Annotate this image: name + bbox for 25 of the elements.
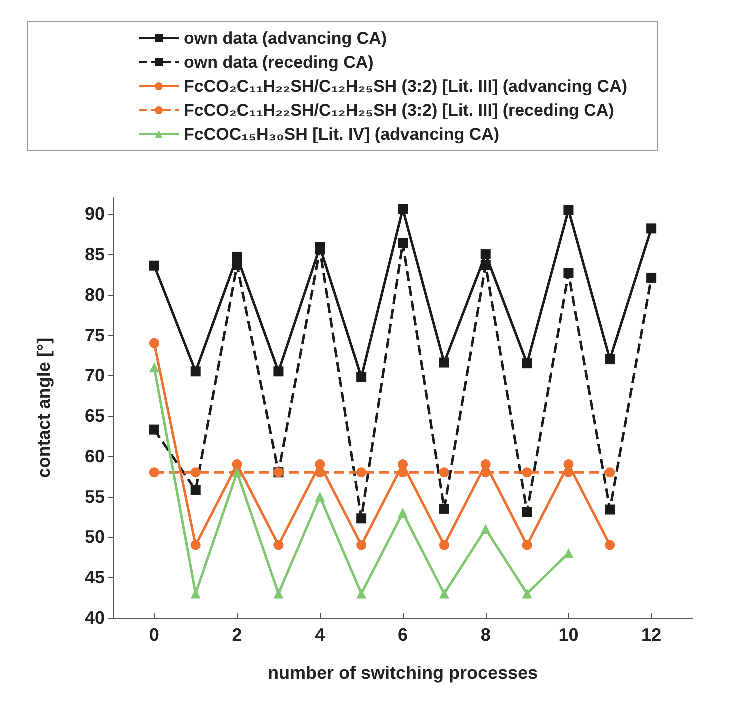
y-tick-label: 45 — [84, 568, 105, 588]
y-axis-title: contact angle [°] — [34, 338, 54, 478]
legend-label: FcCOC₁₅H₃₀SH [Lit. IV] (advancing CA) — [184, 125, 500, 144]
legend-label: own data (receding CA) — [184, 53, 374, 72]
x-tick-label: 2 — [232, 625, 242, 645]
y-tick-label: 70 — [84, 366, 105, 386]
x-tick-label: 8 — [480, 625, 491, 645]
y-tick-label: 55 — [84, 486, 105, 507]
y-tick-label: 75 — [84, 325, 105, 346]
y-tick-label: 50 — [84, 527, 105, 548]
y-tick-label: 85 — [84, 244, 105, 265]
legend-label: own data (advancing CA) — [184, 29, 388, 48]
x-tick-label: 6 — [398, 625, 408, 645]
y-tick-label: 80 — [84, 284, 105, 305]
legend-label: FcCO₂C₁₁H₂₂SH/C₁₂H₂₅SH (3:2) [Lit. III] (receding CA) — [184, 101, 614, 120]
y-tick-label: 65 — [84, 406, 105, 426]
x-tick-label: 10 — [558, 625, 579, 645]
x-axis-title: number of switching processes — [268, 663, 538, 683]
x-tick-label: 0 — [149, 625, 160, 645]
y-tick-label: 90 — [84, 204, 105, 224]
x-tick-label: 4 — [315, 625, 326, 645]
legend-label: FcCO₂C₁₁H₂₂SH/C₁₂H₂₅SH (3:2) [Lit. III] (advancing CA) — [184, 77, 628, 96]
x-tick-label: 12 — [642, 625, 662, 645]
y-tick-label: 40 — [84, 608, 105, 628]
y-tick-label: 60 — [84, 446, 105, 466]
